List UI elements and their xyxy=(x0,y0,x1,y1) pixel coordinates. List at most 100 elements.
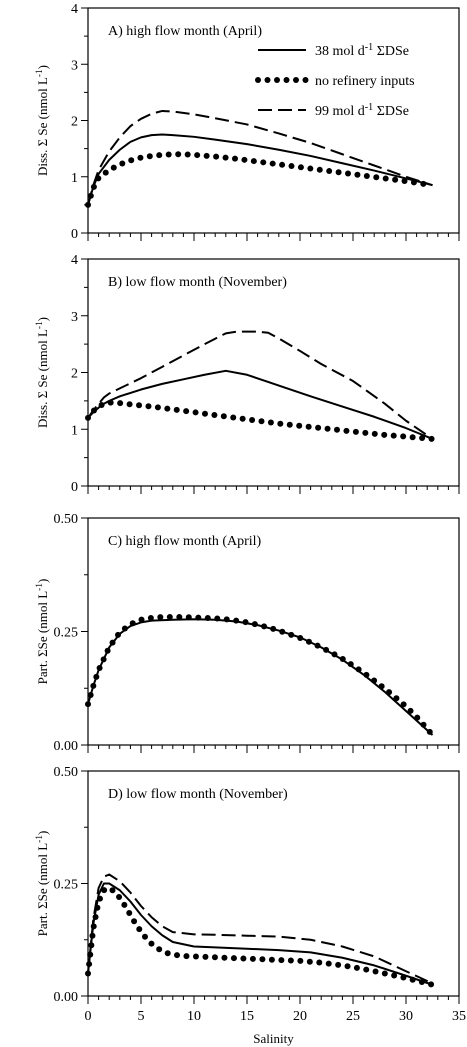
series-point xyxy=(184,151,191,158)
series-point xyxy=(305,423,312,430)
series-point xyxy=(355,666,362,673)
x-tick-label: 0 xyxy=(85,1009,92,1024)
series-point xyxy=(347,661,354,668)
series-point xyxy=(148,940,155,947)
series-point xyxy=(173,406,180,413)
series-point xyxy=(297,634,304,641)
series-point xyxy=(333,426,340,433)
series-point xyxy=(223,616,230,623)
series-point xyxy=(335,169,342,176)
series-point xyxy=(126,910,133,917)
series-point xyxy=(195,614,202,621)
series-point xyxy=(126,401,133,408)
series-point xyxy=(115,631,122,638)
y-tick-label: 0.50 xyxy=(54,512,79,527)
series-point xyxy=(314,642,321,649)
series-point xyxy=(428,981,435,988)
series-point xyxy=(400,433,407,440)
legend-swatch-dotted xyxy=(255,77,261,83)
series-point xyxy=(270,625,277,632)
series-point xyxy=(371,677,378,684)
series-point xyxy=(386,689,393,696)
series-point xyxy=(241,156,248,163)
series-point xyxy=(129,620,136,627)
series-point xyxy=(269,160,276,167)
series-point xyxy=(230,955,237,962)
series-point xyxy=(201,410,208,417)
series-point xyxy=(194,152,201,159)
series-point xyxy=(315,424,322,431)
series-point xyxy=(277,420,284,427)
series-point xyxy=(90,682,97,689)
legend-label: 99 mol d-1 ΣDSe xyxy=(315,102,409,120)
plot-frame xyxy=(87,770,460,997)
series-point xyxy=(363,173,370,180)
series-point xyxy=(297,957,304,964)
y-tick-label: 0.50 xyxy=(54,765,79,780)
series-point xyxy=(362,429,369,436)
series-point xyxy=(100,656,107,663)
y-tick-label: 1 xyxy=(71,423,78,438)
series-point xyxy=(278,957,285,964)
series-point xyxy=(426,728,433,735)
series-point xyxy=(373,174,380,181)
series-point xyxy=(164,950,171,957)
series-point xyxy=(93,673,100,680)
series-point xyxy=(391,972,398,979)
series-point xyxy=(232,155,239,162)
series-point xyxy=(211,954,218,961)
series-point xyxy=(242,619,249,626)
series-point xyxy=(165,151,172,158)
series-dotted-no-refinery xyxy=(85,887,435,988)
series-point xyxy=(249,955,256,962)
plot-frame xyxy=(87,7,460,234)
series-point xyxy=(250,158,257,165)
panel-label: B) low flow month (November) xyxy=(108,275,287,290)
series-point xyxy=(230,414,237,421)
x-tick-label: 20 xyxy=(293,1009,307,1024)
panel-label: D) low flow month (November) xyxy=(108,787,288,802)
series-point xyxy=(233,617,240,624)
series-point xyxy=(335,961,342,968)
series-point xyxy=(363,671,370,678)
series-point xyxy=(211,411,218,418)
series-point xyxy=(213,153,220,160)
series-point xyxy=(176,613,183,620)
series-point xyxy=(137,154,144,161)
series-point xyxy=(392,176,399,183)
series-point xyxy=(175,151,182,158)
series-point xyxy=(166,613,173,620)
series-point xyxy=(89,932,96,939)
series-point xyxy=(410,179,417,186)
x-tick-label: 35 xyxy=(452,1009,466,1024)
series-point xyxy=(157,614,164,621)
series-point xyxy=(87,692,94,699)
y-tick-label: 1 xyxy=(71,171,78,186)
series-point xyxy=(147,615,154,622)
series-point xyxy=(352,428,359,435)
series-point xyxy=(220,413,227,420)
series-point xyxy=(279,161,286,168)
series-point xyxy=(107,399,114,406)
series-point xyxy=(401,178,408,185)
series-point xyxy=(240,955,247,962)
series-point xyxy=(381,431,388,438)
series-point xyxy=(390,432,397,439)
series-point xyxy=(339,655,346,662)
series-point xyxy=(145,403,152,410)
series-point xyxy=(96,895,103,902)
y-axis-label: Diss. Σ Se (nmol L-1) xyxy=(35,317,50,428)
panel-d: 0.00 0.25 0.50 0 5 10 15 20 25 30 35 Part. ΣSe (nmo… xyxy=(35,765,466,1046)
series-point xyxy=(259,956,266,963)
series-point xyxy=(96,664,103,671)
series-point xyxy=(288,631,295,638)
y-tick-label: 0.25 xyxy=(54,626,79,641)
legend-swatch-dotted xyxy=(274,77,280,83)
series-point xyxy=(331,651,338,658)
series-dotted-no-refinery xyxy=(85,151,427,208)
series-point xyxy=(372,968,379,975)
series-point xyxy=(261,623,268,630)
series-point xyxy=(116,894,123,901)
series-point xyxy=(371,430,378,437)
series-point xyxy=(174,952,181,959)
